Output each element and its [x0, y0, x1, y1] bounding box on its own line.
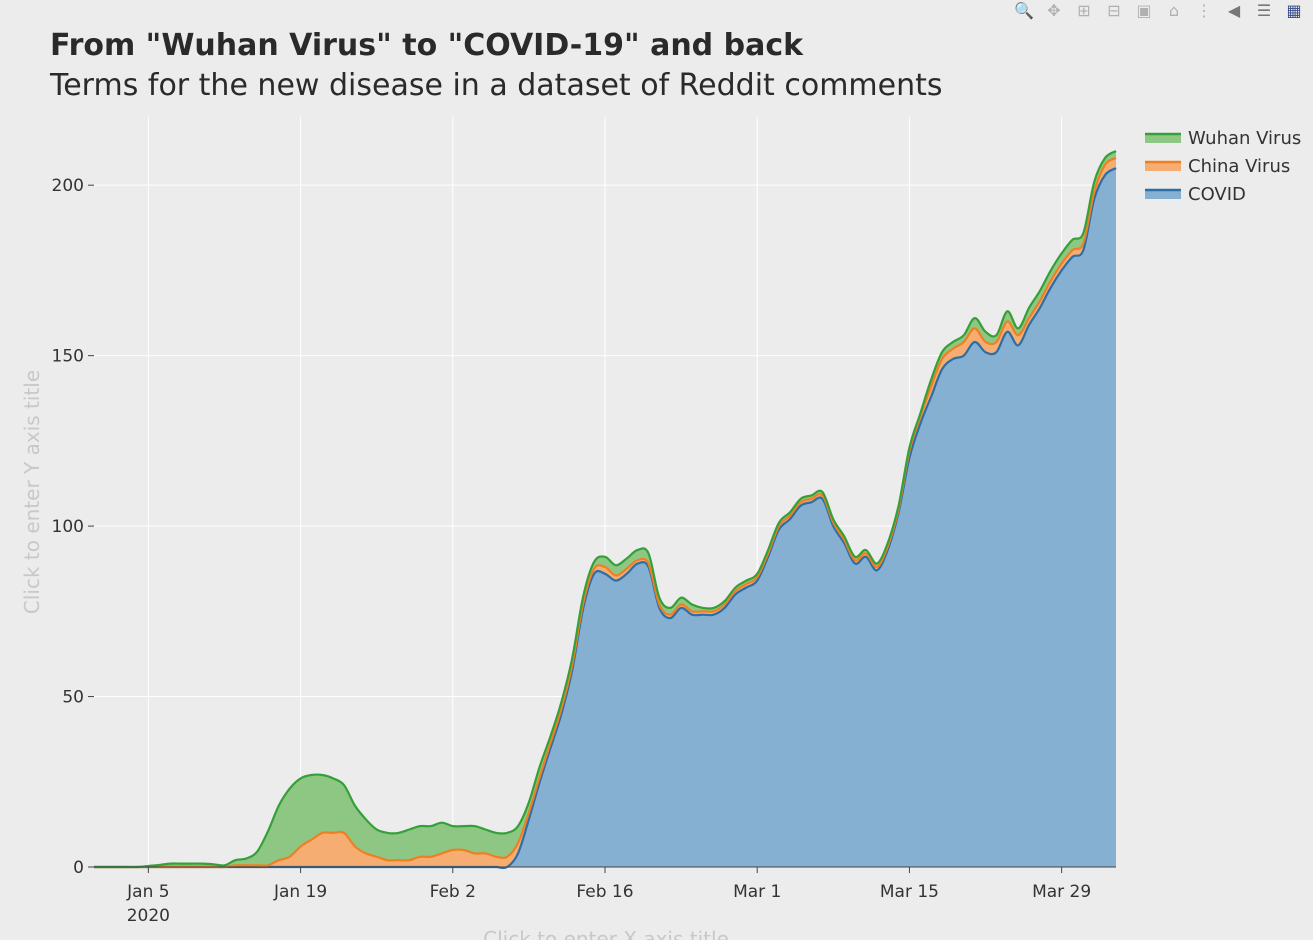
x-tick-label: Jan 19: [273, 882, 327, 902]
zoom-icon[interactable]: 🔍: [1014, 0, 1034, 20]
pan-icon[interactable]: ✥: [1047, 0, 1061, 20]
y-tick-label: 200: [52, 176, 84, 196]
chart-title: From "Wuhan Virus" to "COVID-19" and bac…: [50, 28, 804, 63]
legend-swatch: [1145, 134, 1181, 143]
legend-swatch: [1145, 162, 1181, 171]
x-axis-title-placeholder[interactable]: Click to enter X axis title: [483, 927, 729, 940]
hover-compare-icon[interactable]: ☰: [1256, 0, 1272, 20]
y-tick-label: 150: [52, 347, 84, 367]
legend-item-china-virus[interactable]: China Virus: [1145, 156, 1290, 177]
legend-label: COVID: [1188, 184, 1246, 205]
line-wuhan-virus[interactable]: [94, 150, 1117, 869]
x-tick-label: Mar 15: [880, 882, 939, 902]
y-tick-label: 50: [62, 688, 84, 708]
plotly-logo-icon[interactable]: ▦: [1286, 0, 1302, 20]
x-tick-label: Feb 16: [576, 882, 633, 902]
y-axis-title-placeholder[interactable]: Click to enter Y axis title: [20, 370, 44, 614]
x-tick-sublabel: 2020: [127, 906, 170, 926]
autoscale-icon[interactable]: ▣: [1136, 0, 1152, 20]
x-tick-label: Jan 5: [126, 882, 169, 902]
spike-lines-icon[interactable]: ⋮: [1196, 0, 1212, 20]
x-tick-label: Mar 29: [1032, 882, 1091, 902]
reset-axes-icon[interactable]: ⌂: [1168, 0, 1180, 20]
legend-item-wuhan-virus[interactable]: Wuhan Virus: [1145, 128, 1301, 149]
legend-label: Wuhan Virus: [1188, 128, 1301, 149]
y-tick-label: 0: [73, 858, 84, 878]
legend-label: China Virus: [1188, 156, 1290, 177]
modebar: 🔍 ✥ ⊞ ⊟ ▣ ⌂ ⋮ ◀ ☰ ▦: [1009, 0, 1309, 22]
y-tick-label: 100: [52, 517, 84, 537]
x-tick-label: Feb 2: [430, 882, 476, 902]
zoom-out-icon[interactable]: ⊟: [1107, 0, 1121, 20]
chart-subtitle: Terms for the new disease in a dataset o…: [49, 68, 943, 103]
area-covid[interactable]: [94, 168, 1116, 869]
zoom-in-icon[interactable]: ⊞: [1077, 0, 1091, 20]
axes: 0 50 100 150 200 Jan 5 2020 Jan 19 Feb 2 Feb 16 Ma…: [52, 176, 1116, 926]
hover-closest-icon[interactable]: ◀: [1227, 0, 1241, 20]
legend-swatch: [1145, 190, 1181, 199]
x-tick-label: Mar 1: [733, 882, 781, 902]
line-china-virus[interactable]: [94, 156, 1117, 869]
legend-item-covid[interactable]: COVID: [1145, 184, 1246, 205]
legend[interactable]: Wuhan Virus China Virus COVID: [1145, 128, 1301, 205]
